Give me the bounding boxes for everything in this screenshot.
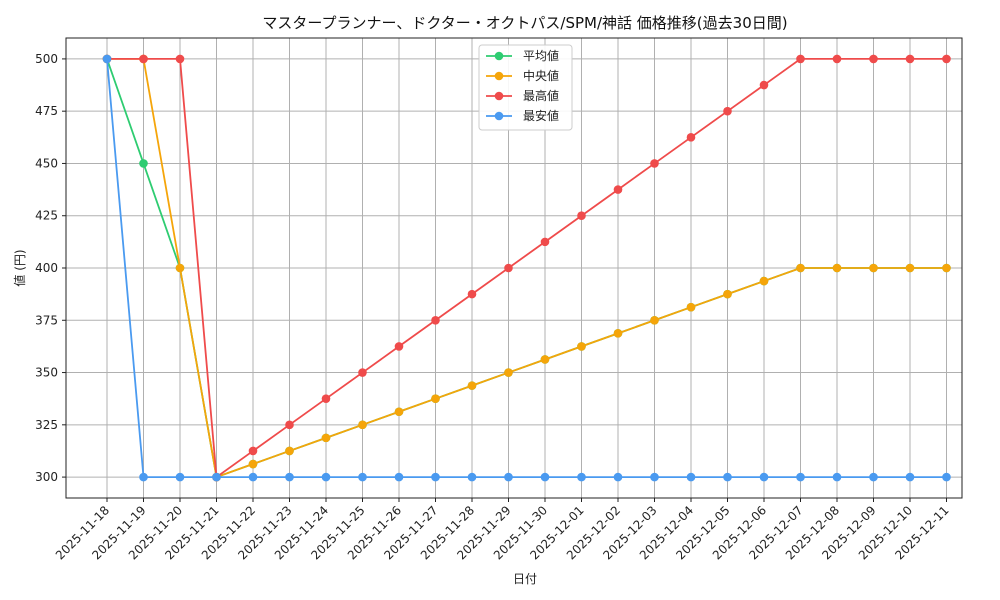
data-point [139,54,148,64]
data-point [869,472,878,482]
data-point [431,472,440,482]
data-point [650,315,659,325]
data-point [248,459,258,469]
data-point [321,394,331,403]
data-point [540,237,550,247]
data-point [540,472,550,482]
legend-box [478,44,573,131]
series-line [106,58,947,478]
legend-swatch-marker [494,91,504,101]
y-tick-label: 300 [35,470,58,484]
legend-label: 最安値 [523,108,559,123]
data-point [175,263,185,273]
data-point [796,54,805,64]
data-point [394,472,404,482]
data-point [796,472,805,482]
data-point [540,355,550,364]
data-point [285,446,294,456]
data-point [869,263,878,273]
data-point [394,407,404,417]
data-point [832,54,842,64]
data-point [358,420,367,430]
data-point [467,289,477,299]
data-point [613,472,623,482]
data-point [613,329,623,338]
plot-frame [65,37,963,499]
data-point [394,342,404,351]
y-tick-label: 400 [35,261,58,275]
data-point [577,211,586,221]
data-point [942,54,951,64]
y-tick-label: 375 [35,313,58,327]
data-point [869,54,878,64]
series-最高値 [102,54,951,482]
data-point [139,159,148,168]
data-point [905,54,915,64]
data-point [905,472,915,482]
legend-swatch-marker [494,51,504,61]
data-point [759,80,769,90]
data-point [175,472,185,482]
data-point [248,472,258,482]
legend-label: 最高値 [523,88,559,103]
data-point [321,472,331,482]
data-point [942,263,951,273]
legend-swatch-marker [494,111,504,121]
data-point [796,263,805,273]
data-point [358,472,367,482]
data-point [467,472,477,482]
data-point [431,394,440,403]
data-point [248,446,258,456]
series-line [107,58,947,479]
legend-swatch-marker [494,71,504,81]
data-point [285,420,294,430]
data-point [504,368,513,377]
y-axis-label: 値 (円) [12,249,27,286]
data-point [431,315,440,325]
x-axis-label: 日付 [513,572,537,586]
series-最安値 [102,54,951,482]
data-point [285,472,294,482]
data-point [139,472,148,482]
data-point [577,472,586,482]
data-point [650,472,659,482]
data-point [759,276,769,286]
data-point [905,263,915,273]
data-point [650,159,659,168]
data-point [504,263,513,273]
data-point [577,342,586,351]
y-tick-label: 475 [35,104,58,118]
series-layer [102,54,951,482]
data-point [942,472,951,482]
data-point [723,472,732,482]
data-point [723,289,732,299]
data-point [686,472,696,482]
chart-title: マスタープランナー、ドクター・オクトパス/SPM/神話 価格推移(過去30日間) [262,14,787,32]
data-point [504,472,513,482]
data-point [832,472,842,482]
y-tick-label: 500 [35,52,58,66]
data-point [358,368,367,377]
data-point [102,54,112,64]
data-point [175,54,185,64]
legend-label: 平均値 [523,48,559,63]
data-point [686,302,696,312]
data-point [686,133,696,142]
series-line [107,58,947,479]
data-point [212,472,221,482]
data-point [321,433,331,443]
data-point [723,106,732,116]
data-point [467,381,477,390]
legend-label: 中央値 [523,68,559,83]
data-point [832,263,842,273]
y-tick-label: 425 [35,209,58,223]
data-point [613,185,623,194]
y-tick-label: 450 [35,156,58,170]
y-tick-label: 350 [35,366,58,380]
y-tick-label: 325 [35,418,58,432]
data-point [759,472,769,482]
